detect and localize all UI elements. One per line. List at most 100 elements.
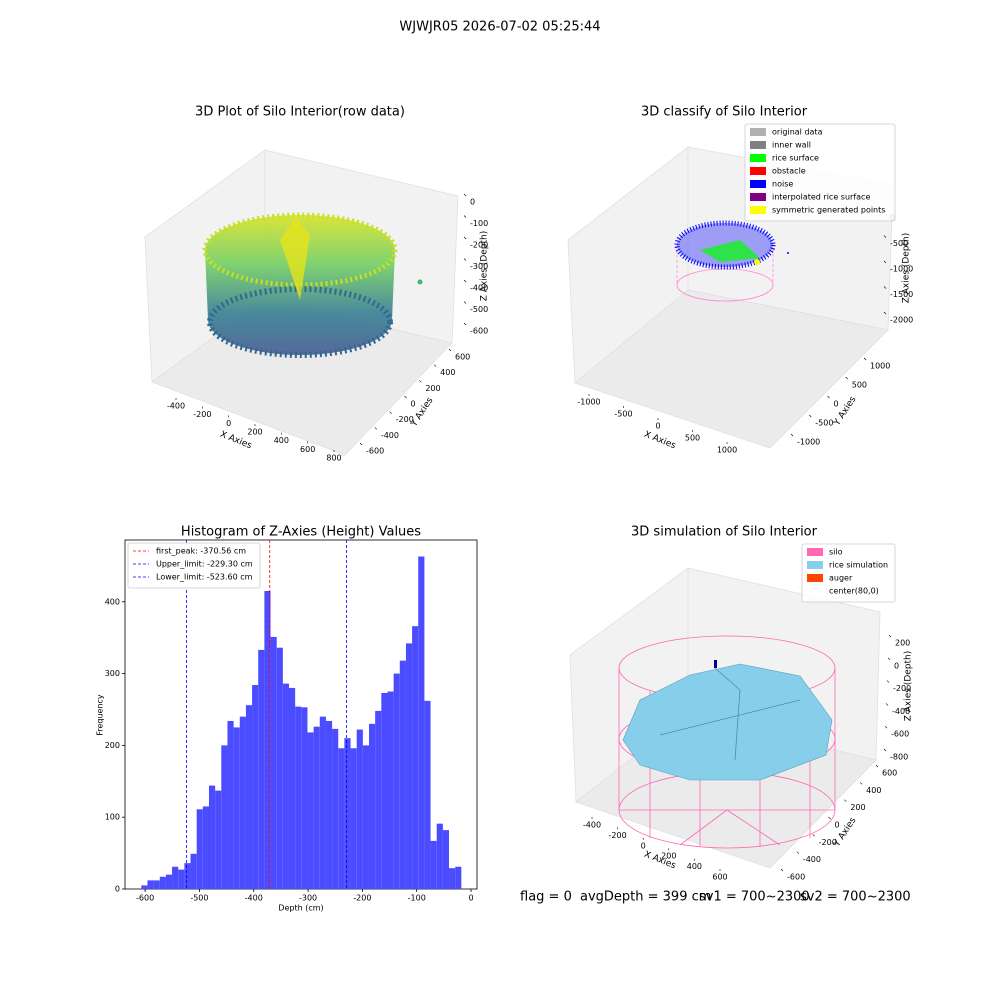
bar	[153, 880, 160, 889]
footer-text: avgDepth = 399 cm	[580, 890, 711, 905]
tick-mark	[463, 258, 467, 261]
chart-title: 3D classify of Silo Interior	[641, 105, 808, 120]
legend-label: original data	[772, 128, 823, 137]
tick-label: 400	[440, 368, 455, 377]
z-axis-label: Z Axies (Depth)	[902, 233, 912, 304]
tick-label: -200	[193, 410, 211, 419]
bar	[424, 700, 431, 889]
tick-mark	[883, 286, 887, 289]
footer-text: sv2 = 700~2300	[800, 890, 911, 905]
tick-mark	[875, 764, 879, 768]
tick-label: 1000	[870, 362, 890, 371]
bar	[221, 745, 228, 889]
point-cloud	[202, 212, 423, 358]
x-axis-label: Depth (cm)	[278, 904, 323, 913]
tick-mark	[374, 427, 378, 430]
tick-mark	[828, 816, 831, 820]
tick-mark	[463, 322, 467, 326]
tick-label: 500	[852, 381, 867, 390]
tick-label: 0	[470, 198, 475, 207]
bar	[282, 683, 290, 889]
legend-swatch	[750, 206, 766, 214]
bar	[147, 880, 154, 889]
legend-label: rice simulation	[829, 561, 888, 570]
bar	[313, 726, 320, 889]
chart-title: Histogram of Z-Axies (Height) Values	[181, 525, 421, 540]
legend-label: center(80,0)	[829, 587, 879, 596]
tick-mark	[780, 868, 784, 872]
legend-swatch	[807, 574, 823, 582]
legend-swatch	[750, 154, 766, 162]
plot3d-panes	[567, 146, 894, 449]
bar	[307, 732, 314, 889]
figure-title: WJWJR05 2026-07-02 05:25:44	[399, 20, 600, 35]
bar	[264, 590, 271, 889]
tick-label: -300	[470, 262, 488, 271]
tick-mark	[463, 236, 467, 240]
tick-mark	[790, 433, 794, 437]
tick-mark	[885, 703, 889, 706]
tick-label: -200	[893, 684, 911, 693]
bar	[375, 710, 382, 889]
tick-label: -600	[787, 873, 805, 882]
y-tick-label: 100	[105, 813, 120, 822]
tick-label: -200	[609, 831, 627, 840]
tick-label: 200	[895, 639, 910, 648]
y-tick-label: 300	[105, 669, 120, 678]
tick-mark	[809, 414, 812, 418]
z-axis-label: Z Axies (Depth)	[904, 651, 914, 722]
point-cloud	[674, 220, 789, 302]
tick-label: 200	[247, 428, 262, 437]
tick-label: 600	[455, 353, 470, 362]
footer-text: sv1 = 700~2300	[699, 890, 810, 905]
tick-mark	[883, 260, 887, 264]
x-tick-label: -100	[408, 894, 426, 903]
legend-label: Upper_limit: -229.30 cm	[156, 560, 253, 569]
bar	[369, 723, 376, 889]
tick-mark	[404, 395, 407, 399]
tick-mark	[845, 376, 848, 380]
x-tick-label: -400	[245, 894, 263, 903]
legend-swatch	[750, 128, 766, 136]
bar	[362, 745, 370, 889]
legend-label: Lower_limit: -523.60 cm	[156, 573, 253, 582]
tick-mark	[389, 411, 392, 414]
legend-label: silo	[829, 548, 843, 557]
bar	[325, 720, 333, 889]
bar	[258, 649, 265, 889]
bar	[350, 748, 357, 889]
bar	[418, 556, 425, 889]
bar	[178, 869, 185, 889]
bar	[393, 673, 400, 889]
legend-swatch	[807, 548, 823, 556]
legend-swatch	[750, 193, 766, 201]
tick-label: 200	[661, 852, 676, 861]
tick-label: -400	[892, 707, 910, 716]
y-axis-label: Frequency	[96, 694, 105, 736]
y-tick-label: 200	[105, 741, 120, 750]
tick-label: -800	[890, 753, 908, 762]
bar	[208, 785, 216, 889]
y-tick-label: 0	[115, 885, 120, 894]
tick-label: -500	[470, 305, 488, 314]
bar	[338, 748, 345, 889]
tick-mark	[883, 235, 887, 238]
tick-mark	[827, 395, 830, 399]
bar	[227, 720, 234, 889]
tick-label: -200	[470, 241, 488, 250]
legend-swatch	[750, 180, 766, 188]
x-tick-label: -500	[190, 894, 208, 903]
bar	[270, 636, 277, 889]
legend-label: first_peak: -370.56 cm	[156, 547, 246, 556]
bar	[245, 705, 253, 889]
tick-mark	[433, 364, 437, 367]
bar	[405, 643, 413, 889]
legend-swatch	[750, 167, 766, 175]
y-tick-label: 400	[105, 597, 120, 606]
bar	[430, 840, 437, 889]
tick-label: -400	[167, 402, 185, 411]
tick-mark	[859, 782, 863, 785]
tick-label: -1000	[890, 265, 913, 274]
tick-label: 0	[411, 400, 416, 409]
